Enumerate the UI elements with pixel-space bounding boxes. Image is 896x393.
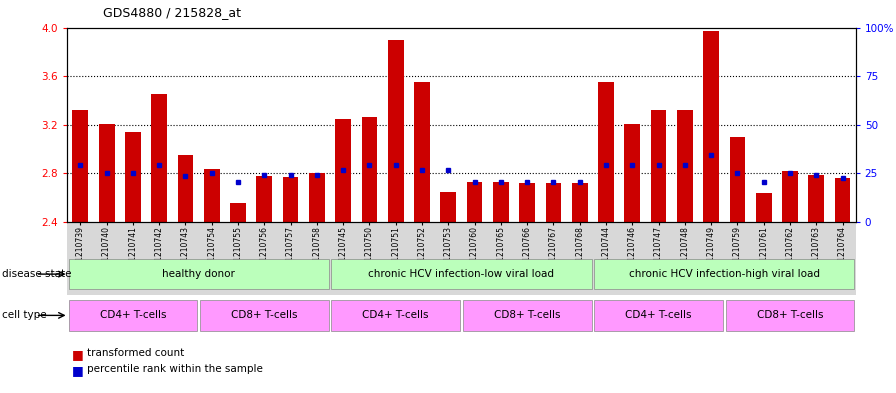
Text: disease state: disease state	[2, 269, 72, 279]
Bar	[493, 182, 509, 222]
Text: percentile rank within the sample: percentile rank within the sample	[87, 364, 263, 374]
Bar	[756, 193, 771, 222]
Bar	[726, 300, 855, 331]
Bar	[335, 119, 351, 222]
Bar	[546, 183, 561, 222]
Bar	[625, 123, 640, 222]
Bar	[332, 259, 591, 290]
Bar	[520, 183, 535, 222]
Bar	[703, 31, 719, 222]
Bar	[650, 110, 667, 222]
Bar	[572, 183, 588, 222]
Bar	[594, 259, 855, 290]
Bar	[388, 40, 403, 222]
Bar	[125, 132, 141, 222]
Text: cell type: cell type	[2, 310, 47, 320]
Bar	[99, 123, 115, 222]
Text: CD8+ T-cells: CD8+ T-cells	[231, 310, 297, 320]
Bar	[808, 174, 824, 222]
Bar	[309, 173, 324, 222]
Bar	[782, 171, 797, 222]
Bar	[332, 300, 461, 331]
Text: CD4+ T-cells: CD4+ T-cells	[99, 310, 166, 320]
Bar	[200, 300, 329, 331]
Text: CD8+ T-cells: CD8+ T-cells	[494, 310, 560, 320]
Bar	[151, 94, 167, 222]
Text: chronic HCV infection-high viral load: chronic HCV infection-high viral load	[629, 269, 820, 279]
Bar	[441, 192, 456, 222]
Bar	[230, 202, 246, 222]
Bar	[283, 177, 298, 222]
Bar	[414, 82, 430, 222]
Text: healthy donor: healthy donor	[162, 269, 235, 279]
Bar	[599, 82, 614, 222]
Bar	[677, 110, 693, 222]
Bar	[729, 137, 745, 222]
Text: CD8+ T-cells: CD8+ T-cells	[757, 310, 823, 320]
Bar	[467, 182, 482, 222]
Bar	[73, 110, 88, 222]
Bar	[177, 155, 194, 222]
Text: transformed count: transformed count	[87, 348, 185, 358]
Bar	[256, 176, 272, 222]
Bar	[68, 300, 197, 331]
Text: CD4+ T-cells: CD4+ T-cells	[363, 310, 429, 320]
Text: ■: ■	[72, 348, 83, 361]
Bar	[462, 300, 591, 331]
Text: ■: ■	[72, 364, 83, 377]
Bar	[835, 178, 850, 222]
Bar	[594, 300, 723, 331]
Bar	[362, 118, 377, 222]
Text: GDS4880 / 215828_at: GDS4880 / 215828_at	[103, 6, 241, 19]
Bar	[68, 259, 329, 290]
Text: CD4+ T-cells: CD4+ T-cells	[625, 310, 692, 320]
Bar	[204, 169, 220, 222]
Text: chronic HCV infection-low viral load: chronic HCV infection-low viral load	[368, 269, 555, 279]
